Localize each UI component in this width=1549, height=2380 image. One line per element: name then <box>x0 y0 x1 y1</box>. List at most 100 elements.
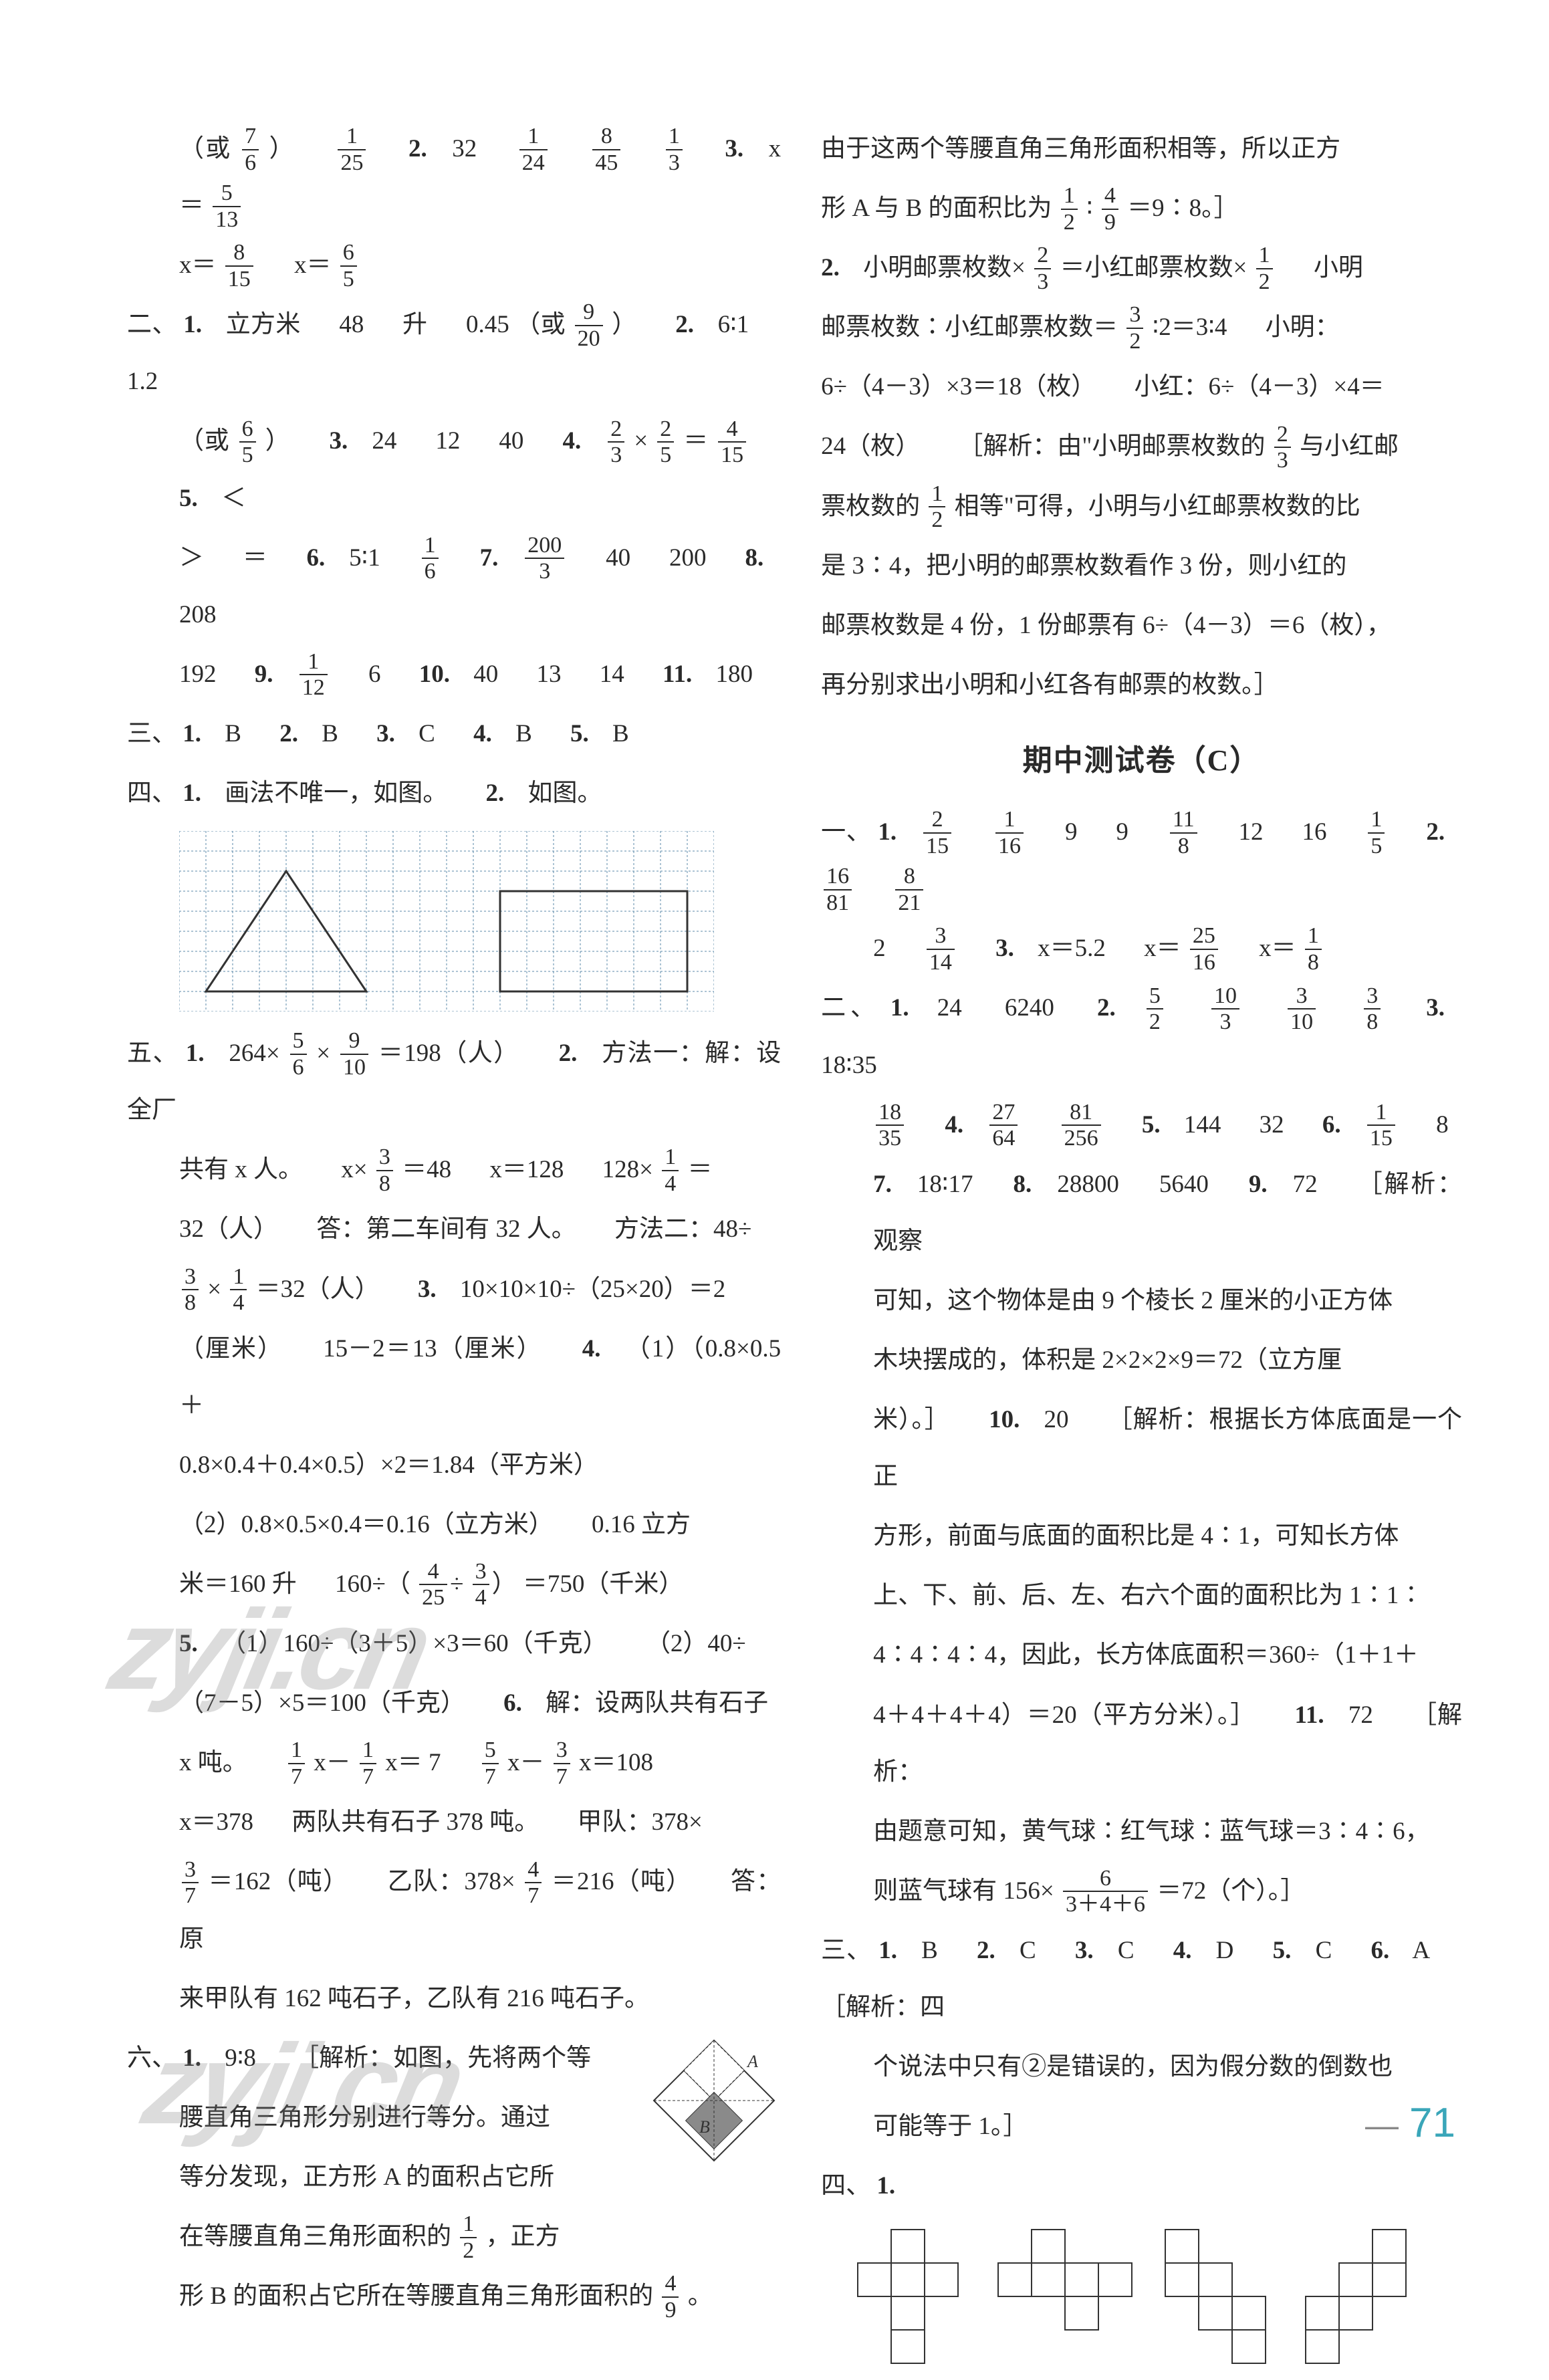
val: 立方米 <box>226 311 301 338</box>
text: ＝ <box>683 427 709 455</box>
val: 16 <box>1302 818 1326 846</box>
line: 在等腰直角三角形面积的 12 ，正方 <box>127 2208 781 2265</box>
text: x＝128 <box>489 1156 564 1183</box>
fraction: 12 <box>1061 183 1078 235</box>
val: 12 <box>1239 818 1264 846</box>
text: 米）。］ <box>873 1406 950 1433</box>
q-num: 3. <box>995 935 1014 962</box>
val: B <box>921 1937 938 1964</box>
text: 6÷（4－3）×3＝18（枚） <box>821 373 1096 400</box>
q-num: 10. <box>989 1406 1020 1433</box>
text: ［解析：四 <box>821 1994 945 2021</box>
q-num: 4. <box>562 427 581 455</box>
val: 8 <box>1436 1111 1449 1139</box>
text: ＝32（人） <box>256 1276 380 1303</box>
val: 208 <box>179 601 217 628</box>
line: （2）0.8×0.5×0.4＝0.16（立方米） 0.16 立方 <box>127 1496 781 1553</box>
text: 小红：6÷（4－3）×4＝ <box>1135 373 1385 400</box>
val: 40 <box>606 544 630 572</box>
text: x＝108 <box>579 1749 653 1776</box>
q-num: 1. <box>183 2044 201 2072</box>
line: 一、 1. 215 116 9 9 118 12 16 15 2. 1681 8… <box>821 804 1462 917</box>
q-num: 6. <box>503 1689 522 1717</box>
q-num: 4. <box>1173 1937 1192 1964</box>
text: 4∶4∶4∶4，因此，长方体底面积＝360÷（1＋1＋ <box>873 1641 1419 1669</box>
val: 14 <box>600 661 624 688</box>
section: 四、 <box>821 2172 870 2199</box>
text: ［解析：如图，先将两个等 <box>294 2044 591 2072</box>
q-num: 11. <box>663 661 692 688</box>
val: 192 <box>179 661 217 688</box>
fraction: 845 <box>592 124 620 175</box>
line: 共有 x 人。 x× 38 ＝48 x＝128 128× 14 ＝ <box>127 1141 781 1198</box>
line: 32（人） 答：第二车间有 32 人。 方法二：48÷ <box>127 1201 781 1258</box>
text: 4＋4＋4＋4）＝20（平方分米）。］ <box>873 1701 1256 1729</box>
line: （或 65 ） 3. 24 12 40 4. 23 × 25 ＝ 415 5. … <box>127 412 781 526</box>
val: 9 <box>1065 818 1078 846</box>
fraction: 23 <box>1274 422 1291 473</box>
text: 方形，前面与底面的面积比是 4∶1，可知长方体 <box>873 1522 1399 1550</box>
line: x＝378 两队共有石子 378 吨。 甲队：378× <box>127 1794 781 1851</box>
q-num: 7. <box>873 1171 892 1198</box>
q-num: 3. <box>330 427 348 455</box>
q-num: 4. <box>945 1111 963 1139</box>
q-num: 4. <box>473 720 492 747</box>
section: 六、 <box>127 2044 176 2072</box>
val: 20 <box>1044 1406 1069 1433</box>
fraction: 25 <box>657 416 674 468</box>
text: x＝ <box>385 1749 423 1776</box>
line: 再分别求出小明和小红各有邮票的枚数。］ <box>821 657 1462 713</box>
text: （或 <box>179 135 232 162</box>
q-num: 2. <box>821 254 840 281</box>
section: 二、 <box>127 311 177 338</box>
text: x× <box>341 1156 367 1183</box>
text: ） <box>612 311 636 338</box>
text: 小明邮票枚数× <box>863 254 1026 281</box>
page-number-value: 71 <box>1409 2100 1455 2146</box>
val: 0.45 <box>466 311 509 338</box>
q-num: 9. <box>255 661 273 688</box>
fraction: 38 <box>376 1145 393 1196</box>
fraction: 52 <box>1147 983 1163 1035</box>
q-num: 8. <box>745 544 763 572</box>
fraction: 13 <box>666 124 683 175</box>
q-num: 3. <box>725 135 743 162</box>
q-num: 3. <box>418 1276 437 1303</box>
q-num: 5. <box>1142 1111 1161 1139</box>
fraction: 2764 <box>989 1100 1018 1151</box>
text: 可能等于 1。］ <box>873 2113 1028 2140</box>
fraction: 116 <box>995 807 1024 858</box>
fraction: 15 <box>1368 807 1385 858</box>
text: 解：设两队共有石子 <box>546 1689 768 1717</box>
fraction: 23 <box>1034 243 1051 294</box>
line: 38 × 14 ＝32（人） 3. 10×10×10÷（25×20）＝2 <box>127 1261 781 1318</box>
fraction: 34 <box>473 1559 489 1611</box>
section: 三、 <box>821 1937 872 1964</box>
page-container: （或 76 ） 125 2. 32 124 845 13 3. x＝ 513 x… <box>0 0 1549 2214</box>
line: 方形，前面与底面的面积比是 4∶1，可知长方体 <box>821 1508 1462 1564</box>
q-num: 2. <box>675 311 694 338</box>
line: 则蓝气球有 156× 63＋4＋6 ＝72（个）。］ <box>821 1863 1462 1919</box>
line: 米）。］ 10. 20 ［解析：根据长方体底面是一个正 <box>821 1391 1462 1505</box>
line: 米＝160 升 160÷（ 425÷ 34） ＝750（千米） <box>127 1556 781 1613</box>
val: 2 <box>873 935 886 962</box>
section: 五、 <box>127 1040 178 1067</box>
line: 37 ＝162（吨） 乙队：378× 47 ＝216（吨） 答：原 <box>127 1853 781 1967</box>
text: ＝小红邮票枚数× <box>1060 254 1247 281</box>
text: （厘米） <box>179 1335 283 1362</box>
val: 32 <box>452 135 477 162</box>
text: ） <box>269 135 295 162</box>
q-num: 5. <box>179 1630 198 1657</box>
cube-nets <box>854 2226 1462 2380</box>
q-num: 5. <box>179 485 198 512</box>
section: 二、 <box>821 994 880 1022</box>
dash-icon: — <box>1365 2107 1399 2144</box>
text: 方法二：48÷ <box>614 1215 751 1243</box>
q-num: 3. <box>1426 994 1445 1022</box>
text: 画法不唯一，如图。 <box>225 780 447 807</box>
fraction: 1681 <box>824 864 852 915</box>
svg-text:B: B <box>699 2117 710 2137</box>
q-num: 6. <box>306 544 325 572</box>
text: 0.8×0.4＋0.4×0.5）×2＝1.84（平方米） <box>179 1451 598 1479</box>
fraction: 17 <box>360 1738 376 1789</box>
